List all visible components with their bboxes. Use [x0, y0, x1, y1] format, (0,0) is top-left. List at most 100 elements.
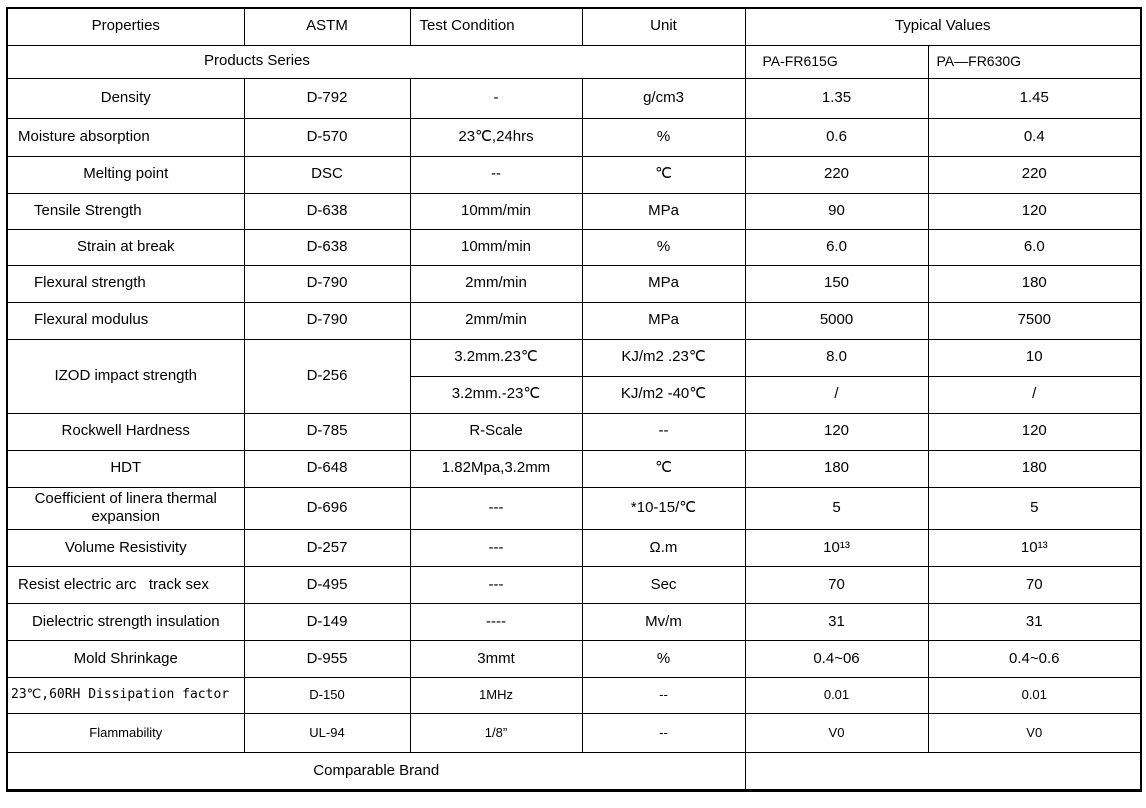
- table-row: Strain at break D-638 10mm/min % 6.0 6.0: [6, 228, 1142, 266]
- products-series-row: Products Series PA-FR615G PA—FR630G: [6, 44, 1142, 79]
- astm-cell: D-955: [243, 640, 411, 678]
- value-cell: 180: [744, 449, 929, 488]
- table-row: Rockwell Hardness D-785 R-Scale -- 120 1…: [6, 412, 1142, 451]
- condition-cell: R-Scale: [409, 412, 583, 451]
- unit-cell: --: [581, 412, 746, 451]
- unit-cell: %: [581, 117, 746, 157]
- astm-cell: D-790: [243, 301, 411, 340]
- table-row: 23℃,60RH Dissipation factor D-150 1MHz -…: [6, 677, 1142, 714]
- value-cell: 90: [744, 192, 929, 230]
- table-row: Volume Resistivity D-257 --- Ω.m 10¹³ 10…: [6, 529, 1142, 567]
- unit-cell: MPa: [581, 264, 746, 303]
- table-row-izod-1: IZOD impact strength D-256 3.2mm.23℃ KJ/…: [6, 338, 1142, 414]
- value-cell: 5000: [744, 301, 929, 340]
- value-cell: 120: [927, 412, 1142, 451]
- unit-cell: MPa: [581, 192, 746, 230]
- property-cell: Rockwell Hardness: [6, 412, 245, 451]
- value-cell: 6.0: [927, 228, 1142, 266]
- condition-cell: 2mm/min: [409, 264, 583, 303]
- value-cell: 10¹³: [744, 529, 929, 567]
- astm-cell: DSC: [243, 155, 411, 194]
- condition-cell: 3.2mm.23℃: [409, 338, 583, 377]
- condition-cell: ----: [409, 603, 583, 641]
- condition-cell: 1MHz: [409, 677, 583, 714]
- table-row: Moisture absorption D-570 23℃,24hrs % 0.…: [6, 117, 1142, 157]
- value-cell: 180: [927, 264, 1142, 303]
- unit-cell: g/cm3: [581, 77, 746, 119]
- astm-cell: D-638: [243, 192, 411, 230]
- col-header-astm: ASTM: [243, 7, 411, 46]
- products-series-label: Products Series: [6, 44, 746, 79]
- condition-cell: 3mmt: [409, 640, 583, 678]
- unit-cell: KJ/m2 .23℃: [581, 338, 746, 377]
- value-cell: 0.6: [744, 117, 929, 157]
- condition-cell: ---: [409, 529, 583, 567]
- table-row: Density D-792 - g/cm3 1.35 1.45: [6, 77, 1142, 119]
- table-row: Dielectric strength insulation D-149 ---…: [6, 603, 1142, 641]
- table-row: Melting point DSC -- ℃ 220 220: [6, 155, 1142, 194]
- astm-cell: D-638: [243, 228, 411, 266]
- value-cell: 31: [744, 603, 929, 641]
- condition-cell: -: [409, 77, 583, 119]
- table-header-row: Properties ASTM Test Condition Unit Typi…: [6, 7, 1142, 46]
- unit-cell: %: [581, 640, 746, 678]
- astm-cell: D-256: [243, 338, 411, 414]
- value-cell: 1.45: [927, 77, 1142, 119]
- unit-cell: %: [581, 228, 746, 266]
- astm-cell: D-648: [243, 449, 411, 488]
- value-cell: V0: [744, 713, 929, 753]
- property-cell: Moisture absorption: [6, 117, 245, 157]
- unit-cell: MPa: [581, 301, 746, 340]
- property-cell: HDT: [6, 449, 245, 488]
- astm-cell: D-570: [243, 117, 411, 157]
- value-cell: 150: [744, 264, 929, 303]
- unit-cell: --: [581, 713, 746, 753]
- value-cell: /: [927, 375, 1142, 414]
- value-cell: 0.01: [927, 677, 1142, 714]
- table-row: Flammability UL-94 1/8” -- V0 V0: [6, 713, 1142, 753]
- comparable-brand-row: Comparable Brand: [6, 752, 1143, 791]
- property-cell: 23℃,60RH Dissipation factor: [6, 677, 245, 714]
- condition-cell: 23℃,24hrs: [409, 117, 583, 157]
- condition-cell: 10mm/min: [409, 228, 583, 266]
- value-cell: /: [744, 375, 929, 414]
- property-cell: Strain at break: [6, 228, 245, 266]
- value-cell: 5: [927, 486, 1142, 530]
- condition-cell: 1/8”: [409, 713, 583, 753]
- comparable-brand-label: Comparable Brand: [6, 752, 746, 791]
- value-cell: 1.35: [744, 77, 929, 119]
- col-header-unit: Unit: [581, 7, 746, 46]
- value-cell: 10¹³: [927, 529, 1142, 567]
- value-cell: 180: [927, 449, 1142, 488]
- property-cell: Coefficient of linera thermal expansion: [6, 486, 245, 530]
- unit-cell: Mv/m: [581, 603, 746, 641]
- astm-cell: D-790: [243, 264, 411, 303]
- series-name-pa-fr615g: PA-FR615G: [744, 44, 929, 79]
- unit-cell: Sec: [581, 566, 746, 604]
- unit-cell: Ω.m: [581, 529, 746, 567]
- unit-cell: ℃: [581, 449, 746, 488]
- value-cell: 8.0: [744, 338, 929, 377]
- property-cell: Flexural modulus: [6, 301, 245, 340]
- condition-cell: ---: [409, 566, 583, 604]
- material-spec-table: Properties ASTM Test Condition Unit Typi…: [6, 7, 1143, 792]
- astm-cell: D-257: [243, 529, 411, 567]
- value-cell: 0.4: [927, 117, 1142, 157]
- astm-cell: D-495: [243, 566, 411, 604]
- value-cell: 6.0: [744, 228, 929, 266]
- value-cell: 0.4~06: [744, 640, 929, 678]
- value-cell: 120: [744, 412, 929, 451]
- condition-cell: 3.2mm.-23℃: [409, 375, 583, 414]
- property-cell: Resist electric arc track sex: [6, 566, 245, 604]
- astm-cell: UL-94: [243, 713, 411, 753]
- property-cell: Density: [6, 77, 245, 119]
- value-cell: 0.4~0.6: [927, 640, 1142, 678]
- property-cell: Volume Resistivity: [6, 529, 245, 567]
- astm-cell: D-792: [243, 77, 411, 119]
- value-cell: 70: [744, 566, 929, 604]
- condition-cell: --: [409, 155, 583, 194]
- unit-cell: KJ/m2 -40℃: [581, 375, 746, 414]
- condition-cell: ---: [409, 486, 583, 530]
- unit-cell: --: [581, 677, 746, 714]
- astm-cell: D-696: [243, 486, 411, 530]
